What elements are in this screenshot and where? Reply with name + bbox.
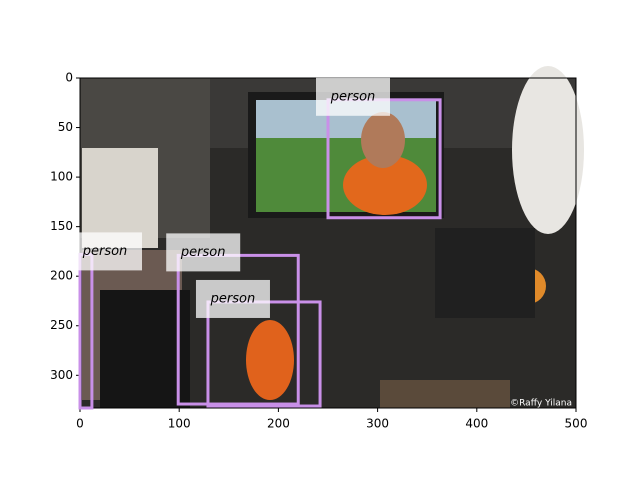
x-tick-label: 200 <box>267 417 290 431</box>
y-tick-label: 200 <box>50 269 73 283</box>
box-label: person <box>180 245 226 260</box>
y-tick-label: 50 <box>58 120 73 134</box>
box-label: person <box>210 291 256 306</box>
label-background <box>195 279 270 318</box>
photo <box>80 66 584 408</box>
y-tick-label: 150 <box>50 219 73 233</box>
x-tick-label: 400 <box>465 417 488 431</box>
box-label: person <box>330 89 376 104</box>
x-tick-label: 300 <box>366 417 389 431</box>
label-background <box>68 232 142 271</box>
credit: ©Raffy Yilana <box>510 399 572 409</box>
y-tick-label: 0 <box>65 71 73 85</box>
label-background <box>316 77 390 116</box>
x-tick-label: 0 <box>76 417 84 431</box>
y-tick-label: 100 <box>50 170 73 184</box>
y-tick-label: 300 <box>50 368 73 382</box>
y-tick-label: 250 <box>50 318 73 332</box>
label-background <box>166 233 241 272</box>
x-tick-label: 100 <box>168 417 191 431</box>
box-label: person <box>82 244 128 259</box>
x-tick-label: 500 <box>565 417 588 431</box>
